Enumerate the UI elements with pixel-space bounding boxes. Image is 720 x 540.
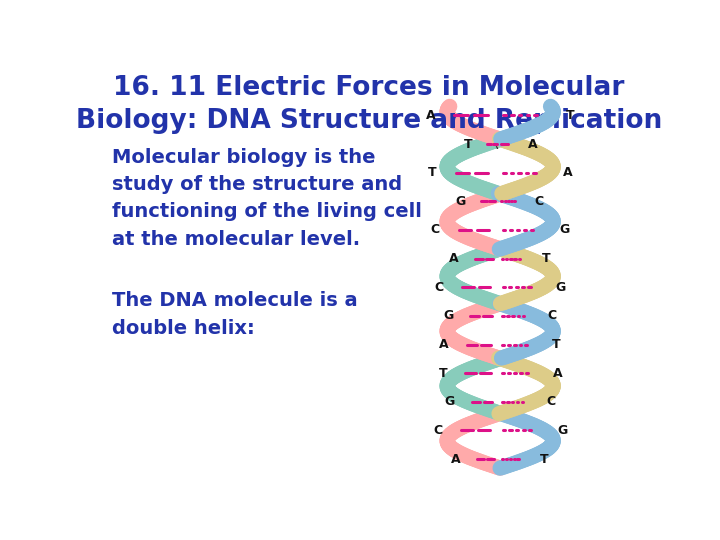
Text: Molecular biology is the
study of the structure and
functioning of the living ce: Molecular biology is the study of the st… [112,148,422,249]
Text: A: A [451,453,461,465]
Text: C: C [547,309,557,322]
Text: A: A [449,252,459,265]
Text: (a): (a) [493,133,518,151]
Text: G: G [443,309,454,322]
Text: A: A [528,138,537,151]
Text: T: T [541,252,550,265]
Text: A: A [553,367,562,380]
Text: A: A [563,166,572,179]
Text: C: C [435,281,444,294]
Text: 16. 11 Electric Forces in Molecular: 16. 11 Electric Forces in Molecular [113,75,625,101]
Text: T: T [540,453,549,465]
Text: A: A [426,109,435,122]
Text: G: G [557,424,567,437]
Text: T: T [464,138,472,151]
Text: G: G [456,195,466,208]
Text: G: G [556,281,566,294]
Text: T: T [438,367,447,380]
Text: A: A [439,338,449,351]
Text: T: T [552,338,560,351]
Text: C: C [535,195,544,208]
Text: C: C [433,424,443,437]
Text: Biology: DNA Structure and Replication: Biology: DNA Structure and Replication [76,109,662,134]
Text: T: T [428,166,437,179]
Text: G: G [559,224,570,237]
Text: G: G [445,395,455,408]
Text: C: C [546,395,555,408]
Text: C: C [431,224,440,237]
Text: T: T [566,109,575,122]
Text: The DNA molecule is a
double helix:: The DNA molecule is a double helix: [112,292,358,338]
